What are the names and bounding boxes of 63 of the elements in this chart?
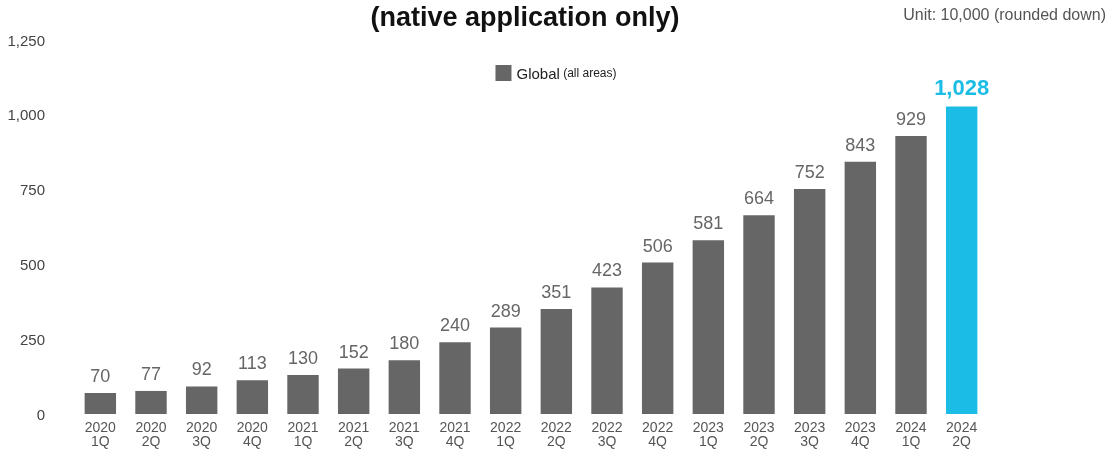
data-label: 506: [642, 235, 673, 256]
data-label: 423: [591, 260, 623, 281]
chart-title: (native application only): [370, 1, 680, 32]
data-label: 664: [743, 188, 775, 209]
data-label: 92: [191, 359, 212, 380]
bar: [692, 240, 725, 414]
bar: [641, 262, 674, 414]
x-tick-label: 2020 1Q: [84, 419, 117, 449]
data-label: 289: [490, 300, 521, 321]
data-label: 180: [389, 333, 420, 354]
data-label: 152: [338, 341, 369, 362]
x-tick-label: 2020 4Q: [236, 419, 269, 449]
x-tick-label: 2022 1Q: [490, 419, 522, 449]
data-label: 77: [140, 363, 162, 384]
legend-label: Global (all areas): [516, 64, 617, 82]
bar: [591, 287, 623, 414]
y-tick-label: 1,000: [7, 106, 45, 124]
bar: [439, 342, 471, 414]
y-tick-label: 250: [19, 330, 45, 348]
bar: [84, 393, 117, 414]
text: Unit: 10,000 (rounded down): [903, 5, 1106, 23]
x-tick-label: 2024 1Q: [895, 419, 927, 449]
data-label: 130: [287, 348, 319, 369]
y-tick-label: 1,250: [7, 31, 45, 49]
bar: [388, 360, 421, 414]
bar: [540, 308, 573, 414]
x-tick-label: 2022 3Q: [591, 419, 623, 449]
x-tick-label: 2021 2Q: [338, 419, 370, 449]
x-tick-label: 2023 1Q: [692, 419, 725, 449]
x-tick-label: 2023 2Q: [743, 419, 775, 449]
bar: [945, 106, 978, 414]
x-tick-label: 2023 4Q: [844, 419, 877, 449]
bar: [287, 375, 319, 414]
x-tick-label: 2024 2Q: [946, 419, 978, 449]
bar: [489, 327, 522, 414]
data-label: 843: [845, 134, 876, 155]
bar: [895, 136, 927, 414]
y-tick-label: 500: [19, 255, 45, 273]
bar: [743, 215, 775, 414]
bar: [793, 189, 826, 414]
bar: [135, 390, 167, 414]
data-label: 70: [90, 366, 111, 387]
x-tick-label: 2021 1Q: [287, 419, 319, 449]
x-tick-label: 2022 4Q: [642, 419, 674, 449]
x-tick-label: 2020 2Q: [135, 419, 167, 449]
data-label: 351: [541, 281, 572, 302]
data-label: 113: [237, 353, 267, 374]
bar: [337, 368, 370, 414]
bar: [185, 386, 218, 414]
x-tick-label: 2023 3Q: [794, 419, 826, 449]
data-label: 581: [693, 213, 724, 234]
data-label: 929: [895, 109, 927, 130]
x-tick-label: 2020 3Q: [186, 419, 218, 449]
data-label: 240: [439, 315, 471, 336]
x-tick-label: 2021 4Q: [439, 419, 471, 449]
y-tick-label: 750: [19, 181, 45, 199]
x-tick-label: 2022 2Q: [540, 419, 573, 449]
data-label: 1,028: [934, 74, 990, 100]
data-label: 752: [794, 162, 825, 182]
x-tick-label: 2021 3Q: [388, 419, 421, 449]
bar: [844, 161, 877, 414]
y-tick-label: 0: [36, 405, 45, 423]
bar: [236, 380, 269, 414]
